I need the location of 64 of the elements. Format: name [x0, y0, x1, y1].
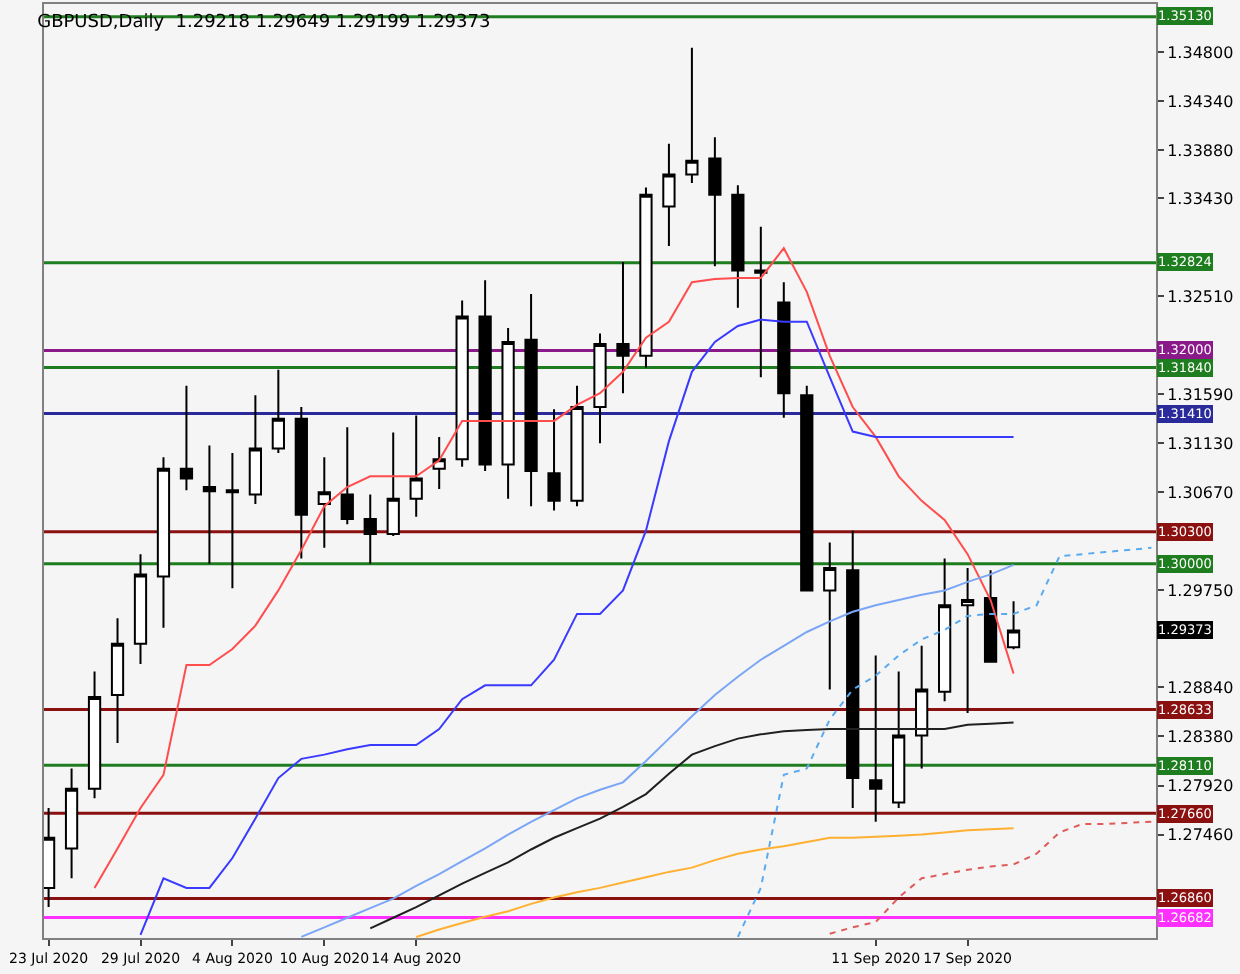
candlestick	[64, 767, 79, 880]
line-series	[415, 827, 1015, 938]
y-tick-label: 1.27920	[1167, 777, 1234, 796]
candlestick	[87, 670, 102, 800]
candlestick	[1006, 600, 1021, 651]
candlestick	[294, 406, 308, 560]
candlestick	[363, 493, 377, 565]
candlestick	[777, 281, 791, 419]
candlestick	[524, 293, 538, 508]
candlestick	[708, 136, 722, 268]
y-tick-label: 1.30670	[1167, 483, 1234, 502]
candlestick	[754, 225, 768, 379]
candlestick	[983, 569, 998, 663]
candlestick	[800, 384, 814, 592]
candlestick	[386, 431, 400, 538]
line-series	[93, 247, 1015, 889]
y-tick-label: 1.34340	[1167, 92, 1234, 111]
y-tick-label: 1.33430	[1167, 189, 1234, 208]
y-tick-label: 1.31130	[1167, 434, 1234, 453]
candlestick	[593, 332, 607, 445]
candlestick	[133, 553, 148, 665]
line-series	[369, 721, 1015, 930]
text: GBPUSD,Daily 1.29218 1.29649 1.29199 1.29373	[37, 13, 491, 34]
line-series	[828, 820, 1153, 935]
candlestick	[960, 567, 975, 715]
candlestick	[248, 394, 262, 506]
candlestick	[731, 184, 745, 309]
candlestick	[44, 806, 56, 909]
candlestick	[340, 426, 354, 526]
y-tick-label: 1.29750	[1167, 582, 1234, 601]
candlestick	[938, 557, 952, 703]
candlestick	[892, 670, 906, 809]
line-series	[736, 546, 1153, 938]
candlestick	[156, 456, 171, 629]
candlestick	[409, 414, 423, 518]
candlestick	[478, 279, 492, 472]
candlestick	[570, 384, 584, 508]
candlestick	[202, 444, 217, 565]
y-tick-label: 1.31590	[1167, 385, 1234, 404]
candlestick	[662, 142, 676, 248]
candlestick	[271, 368, 285, 454]
candlestick	[915, 644, 929, 770]
candlestick	[317, 456, 331, 549]
candlestick	[501, 327, 515, 500]
candlestick	[869, 654, 883, 823]
line-series	[139, 318, 1015, 936]
line-series	[300, 563, 1015, 938]
y-tick-label: 1.33880	[1167, 141, 1234, 160]
y-tick-label: 1.28380	[1167, 728, 1234, 747]
candlestick	[823, 541, 837, 691]
candlestick	[846, 529, 860, 809]
candlestick	[179, 384, 194, 492]
candlestick	[225, 451, 240, 590]
candlestick	[455, 299, 469, 468]
candlestick	[547, 408, 561, 512]
candlestick	[432, 435, 446, 491]
y-tick-label: 1.27460	[1167, 826, 1234, 845]
candlestick	[639, 186, 653, 369]
candlestick	[616, 261, 630, 395]
y-tick-label: 1.32510	[1167, 287, 1234, 306]
candlestick	[110, 617, 125, 744]
y-tick-label: 1.28840	[1167, 679, 1234, 698]
candlestick	[685, 46, 699, 185]
y-tick-label: 1.34800	[1167, 43, 1234, 62]
